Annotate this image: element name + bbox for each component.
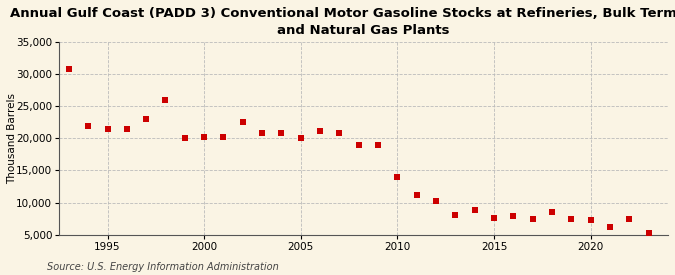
Text: Source: U.S. Energy Information Administration: Source: U.S. Energy Information Administ… bbox=[47, 262, 279, 272]
Point bbox=[122, 126, 132, 131]
Y-axis label: Thousand Barrels: Thousand Barrels bbox=[7, 93, 17, 184]
Point bbox=[643, 230, 654, 235]
Point bbox=[624, 216, 634, 221]
Point bbox=[238, 120, 248, 125]
Point bbox=[334, 131, 345, 136]
Point bbox=[527, 216, 538, 221]
Point bbox=[63, 67, 74, 72]
Point bbox=[566, 216, 577, 221]
Point bbox=[392, 175, 403, 179]
Point bbox=[160, 98, 171, 102]
Point bbox=[469, 207, 480, 212]
Point bbox=[256, 131, 267, 136]
Point bbox=[411, 193, 422, 197]
Title: Annual Gulf Coast (PADD 3) Conventional Motor Gasoline Stocks at Refineries, Bul: Annual Gulf Coast (PADD 3) Conventional … bbox=[10, 7, 675, 37]
Point bbox=[508, 214, 519, 218]
Point bbox=[354, 143, 364, 147]
Point bbox=[450, 213, 461, 217]
Point bbox=[180, 136, 190, 140]
Point bbox=[198, 134, 209, 139]
Point bbox=[373, 143, 383, 147]
Point bbox=[83, 124, 94, 128]
Point bbox=[489, 216, 500, 220]
Point bbox=[315, 129, 325, 134]
Point bbox=[218, 135, 229, 139]
Point bbox=[547, 209, 558, 214]
Point bbox=[605, 225, 616, 229]
Point bbox=[585, 218, 596, 222]
Point bbox=[141, 117, 152, 121]
Point bbox=[102, 127, 113, 132]
Point bbox=[276, 130, 287, 135]
Point bbox=[431, 199, 441, 204]
Point bbox=[296, 136, 306, 140]
